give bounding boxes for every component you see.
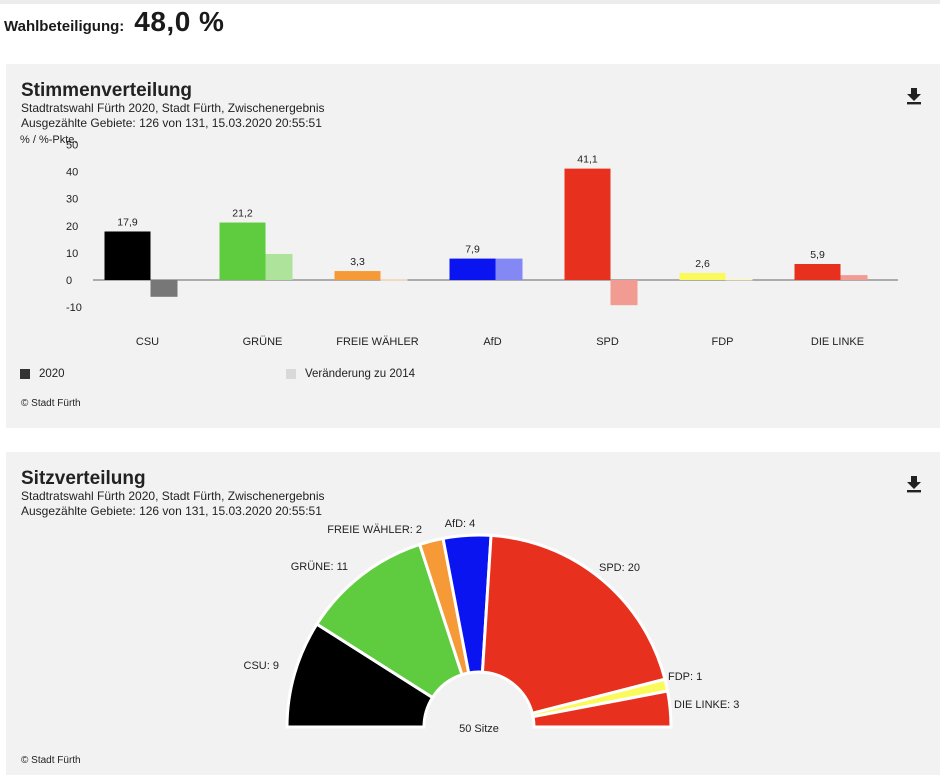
bar-change[interactable]	[495, 258, 523, 280]
download-icon[interactable]	[904, 86, 924, 106]
seat-segment-label: AfD: 4	[445, 518, 476, 530]
seat-segment-label: CSU: 9	[244, 660, 279, 672]
x-tick-label: FREIE WÄHLER	[336, 336, 419, 348]
x-tick-label: AfD	[483, 336, 501, 348]
seat-segment[interactable]	[480, 533, 667, 716]
bar-2020[interactable]	[334, 271, 381, 280]
legend-swatch-2020	[20, 369, 30, 379]
x-tick-label: CSU	[136, 336, 159, 348]
download-icon[interactable]	[904, 474, 924, 494]
seat-segment-label: GRÜNE: 11	[291, 561, 348, 573]
seat-segment[interactable]	[314, 542, 464, 700]
seat-segment-label: FDP: 1	[668, 671, 702, 683]
top-divider	[0, 0, 940, 4]
x-tick-label: GRÜNE	[243, 336, 283, 348]
bar-value-label: 7,9	[465, 244, 480, 256]
bar-value-label: 5,9	[810, 249, 825, 261]
bar-change[interactable]	[725, 279, 753, 281]
legend-item-change[interactable]: Veränderung zu 2014	[286, 368, 415, 380]
seat-segment-label: FREIE WÄHLER: 2	[327, 524, 422, 536]
votes-credit: © Stadt Fürth	[21, 398, 81, 409]
turnout-summary: Wahlbeteiligung: 48,0 %	[4, 6, 224, 42]
seats-subtitle-progress: Ausgezählte Gebiete: 126 von 131, 15.03.…	[21, 504, 322, 518]
legend-item-2020[interactable]: 2020	[20, 368, 65, 380]
legend-label-2020: 2020	[39, 368, 65, 380]
legend-label-change: Veränderung zu 2014	[305, 368, 415, 380]
votes-subtitle-election: Stadtratswahl Fürth 2020, Stadt Fürth, Z…	[21, 101, 325, 115]
bar-value-label: 21,2	[232, 208, 253, 220]
bar-change[interactable]	[265, 253, 293, 280]
x-tick-label: SPD	[596, 336, 619, 348]
y-tick-label: 10	[66, 248, 78, 260]
seats-total-label: 50 Sitze	[459, 723, 499, 735]
y-tick-label: -10	[66, 302, 82, 314]
bar-value-label: 17,9	[117, 216, 138, 228]
y-tick-label: 30	[66, 194, 78, 206]
x-tick-label: DIE LINKE	[811, 336, 864, 348]
votes-title: Stimmenverteilung	[21, 80, 193, 101]
y-tick-label: 40	[66, 167, 78, 179]
y-tick-label: 50	[66, 140, 78, 152]
bar-2020[interactable]	[679, 272, 726, 280]
bar-2020[interactable]	[219, 222, 266, 280]
legend-swatch-change	[286, 369, 296, 379]
bar-2020[interactable]	[794, 264, 841, 280]
seats-parliament-chart: CSU: 9 GRÜNE: 11 FREIE WÄHLER: 2 AfD: 4 SPD:…	[244, 518, 740, 735]
votes-panel: Stimmenverteilung Stadtratswahl Fürth 20…	[6, 64, 940, 428]
bar-change[interactable]	[610, 280, 638, 306]
seats-subtitle-election: Stadtratswahl Fürth 2020, Stadt Fürth, Z…	[21, 489, 325, 503]
turnout-label: Wahlbeteiligung:	[4, 18, 125, 35]
bar-2020[interactable]	[564, 168, 611, 280]
votes-unit-label: % / %-Pkte.	[20, 134, 78, 146]
bar-change[interactable]	[380, 279, 408, 281]
seats-panel: Sitzverteilung Stadtratswahl Fürth 2020,…	[6, 452, 940, 775]
votes-subtitle-progress: Ausgezählte Gebiete: 126 von 131, 15.03.…	[21, 116, 322, 130]
bar-value-label: 3,3	[350, 256, 365, 268]
y-tick-label: 20	[66, 221, 78, 233]
bar-value-label: 2,6	[695, 258, 710, 270]
bar-value-label: 41,1	[577, 154, 598, 166]
bar-2020[interactable]	[104, 231, 151, 280]
bar-change[interactable]	[150, 280, 178, 297]
seats-credit: © Stadt Fürth	[21, 755, 81, 766]
seat-segment-label: SPD: 20	[599, 562, 640, 574]
turnout-value: 48,0 %	[134, 6, 225, 37]
bar-change[interactable]	[840, 275, 868, 280]
seat-segment-label: DIE LINKE: 3	[674, 699, 739, 711]
x-tick-label: FDP	[712, 336, 734, 348]
seat-segment[interactable]	[531, 689, 673, 729]
y-tick-label: 0	[66, 275, 72, 287]
votes-bar-chart: 50 40 30 20 10 0 -10 17,9 CSU 21,2 GRÜNE 3,3 FREIE W…	[66, 140, 898, 348]
seats-title: Sitzverteilung	[21, 468, 146, 489]
bar-2020[interactable]	[449, 258, 496, 280]
